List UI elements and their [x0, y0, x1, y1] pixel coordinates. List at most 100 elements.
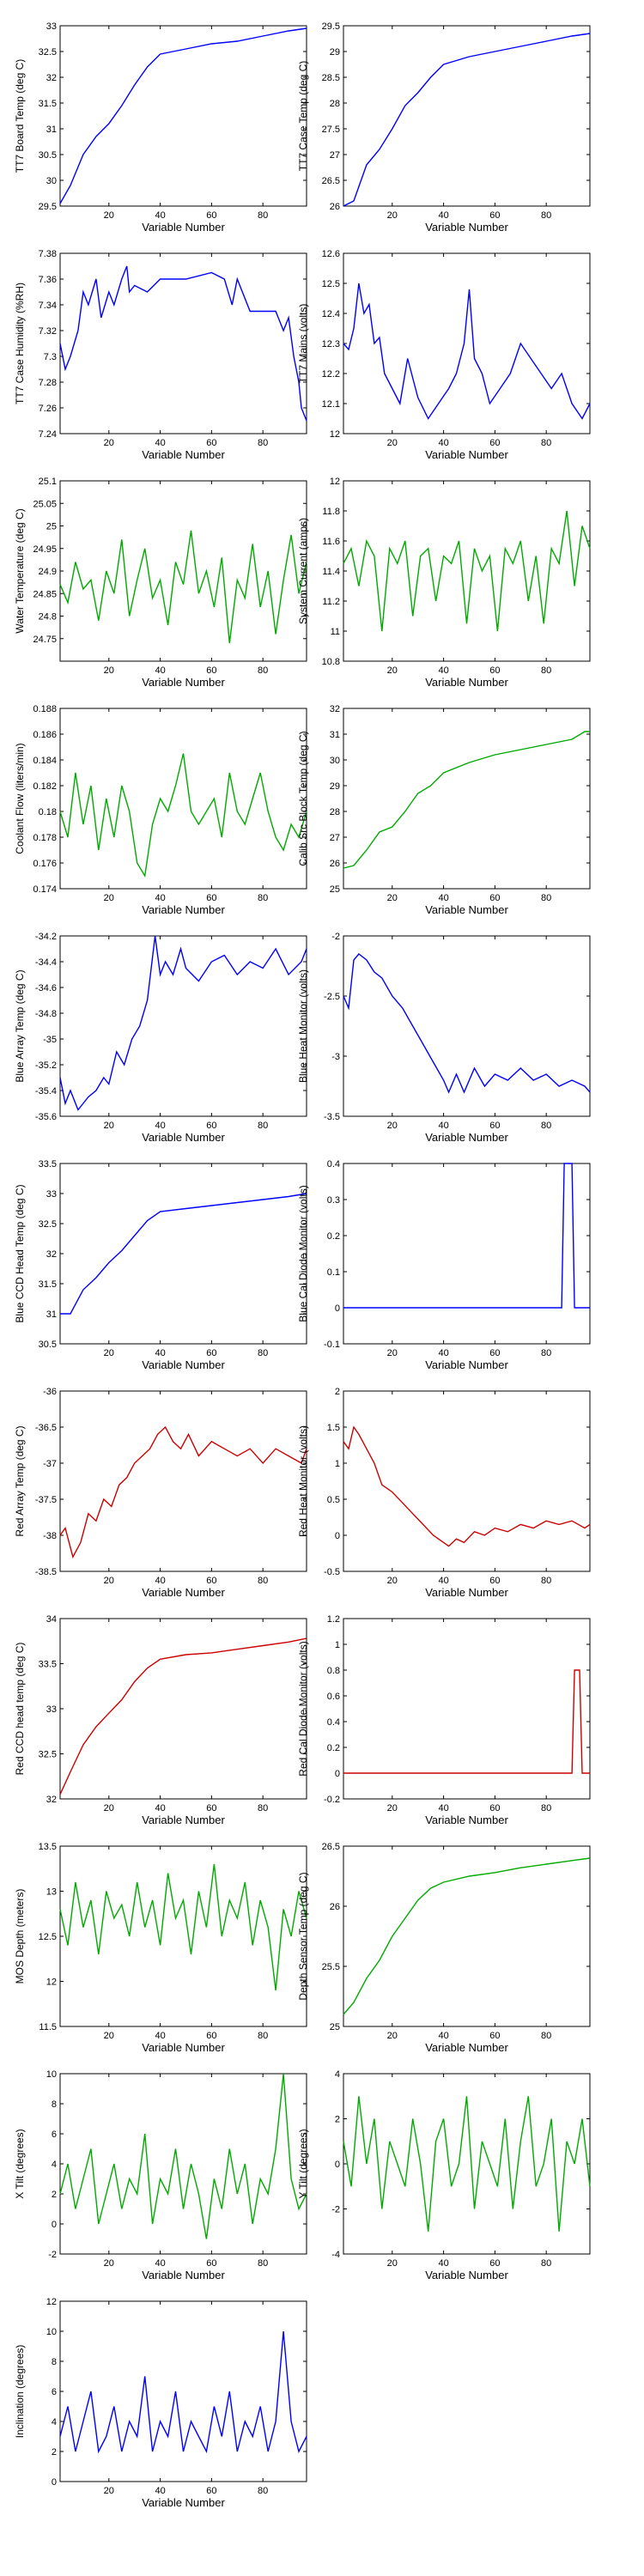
y-tick-label: 33 — [46, 1189, 57, 1200]
series-line — [343, 283, 591, 420]
x-tick-label: 60 — [206, 438, 216, 448]
y-tick-label: -2 — [331, 932, 340, 942]
y-axis-label: Red Cal Diode Monitor (volts) — [297, 1641, 309, 1776]
y-tick-label: 7.24 — [39, 429, 57, 440]
plot-frame — [59, 25, 307, 207]
y-tick-label: 11.6 — [322, 537, 340, 547]
y-tick-label: 0.18 — [39, 807, 57, 817]
chart-panel-8: 25 26 27 28 29 30 31 32 20 40 60 80 Variable Number C… — [297, 704, 591, 916]
y-tick-label: 26 — [330, 859, 340, 869]
y-tick-label: 26.5 — [322, 176, 340, 186]
y-tick-label: 27 — [330, 150, 340, 161]
x-tick-label: 80 — [258, 210, 268, 221]
y-tick-label: -35 — [43, 1035, 57, 1045]
y-tick-label: 29 — [330, 781, 340, 792]
plot-frame — [343, 25, 591, 207]
x-tick-label: 80 — [541, 210, 551, 221]
x-tick-label: 60 — [206, 2031, 216, 2041]
y-tick-label: 10.8 — [322, 657, 340, 667]
y-tick-label: -2.5 — [324, 992, 340, 1002]
x-tick-label: 40 — [155, 1803, 165, 1814]
series-line — [343, 1425, 591, 1547]
series-line — [343, 1857, 591, 2015]
y-tick-label: 31 — [46, 125, 57, 135]
y-tick-label: 8 — [52, 2099, 57, 2110]
y-tick-label: -38.5 — [35, 1567, 57, 1577]
x-axis-label: Variable Number — [425, 2041, 508, 2054]
x-tick-label: 60 — [489, 893, 500, 903]
y-tick-label: 11 — [331, 627, 340, 637]
x-tick-label: 40 — [438, 1803, 448, 1814]
y-tick-label: 24.8 — [39, 612, 57, 623]
x-axis-label: Variable Number — [142, 2496, 225, 2509]
x-axis-label: Variable Number — [425, 1358, 508, 1371]
y-tick-label: 31.5 — [39, 1279, 57, 1290]
y-axis-label: Coolant Flow (liters/min) — [14, 743, 26, 854]
chart-panel-16: -0.2 0 0.2 0.4 0.6 0.8 1 1.2 20 40 60 80 Variable Nu… — [297, 1614, 591, 1826]
y-tick-label: 0 — [52, 2477, 57, 2488]
y-tick-label: 24.85 — [33, 589, 57, 599]
y-tick-label: 0.4 — [327, 1717, 340, 1728]
x-tick-label: 60 — [206, 1121, 216, 1131]
y-axis-label: Blue Heat Monitor (volts) — [297, 969, 309, 1083]
y-tick-label: 12.5 — [39, 1932, 57, 1942]
x-axis-label: Variable Number — [425, 676, 508, 689]
x-axis-label: Variable Number — [425, 1814, 508, 1826]
y-tick-label: -0.1 — [324, 1340, 340, 1350]
y-tick-label: 30 — [330, 756, 340, 766]
y-axis-label: MOS Depth (meters) — [14, 1889, 26, 1984]
y-tick-label: 12.5 — [322, 279, 340, 289]
chart-panel-5: 24.75 24.8 24.85 24.9 24.95 25 25.05 25.1 20 40 60… — [14, 477, 307, 689]
y-tick-label: 0.8 — [327, 1666, 340, 1676]
x-axis-label: Variable Number — [142, 2041, 225, 2054]
y-tick-label: 0.176 — [33, 859, 57, 869]
y-tick-label: 0.178 — [33, 833, 57, 843]
x-tick-label: 40 — [155, 1576, 165, 1586]
x-tick-label: 80 — [258, 665, 268, 676]
x-tick-label: 20 — [104, 893, 114, 903]
x-tick-label: 40 — [438, 1576, 448, 1586]
y-tick-label: 29 — [330, 47, 340, 58]
series-line — [343, 1669, 590, 1774]
chart-panel-6: 10.8 11 11.2 11.4 11.6 11.8 12 20 40 60 80 Variable… — [297, 477, 591, 689]
y-tick-label: 12 — [46, 1978, 57, 1988]
x-tick-label: 20 — [387, 210, 398, 221]
x-tick-label: 60 — [206, 1803, 216, 1814]
chart-panel-17: 11.5 12 12.5 13 13.5 20 40 60 80 Variable Number M… — [14, 1842, 307, 2054]
x-tick-label: 60 — [206, 1348, 216, 1358]
x-tick-label: 20 — [387, 2258, 398, 2269]
y-tick-label: 0.2 — [327, 1743, 340, 1753]
x-tick-label: 40 — [438, 1121, 448, 1131]
x-axis-label: Variable Number — [142, 1586, 225, 1599]
y-tick-label: 26 — [330, 1902, 340, 1912]
x-tick-label: 20 — [104, 665, 114, 676]
x-axis-label: Variable Number — [142, 1358, 225, 1371]
x-tick-label: 80 — [541, 1576, 551, 1586]
x-tick-label: 40 — [438, 893, 448, 903]
x-tick-label: 40 — [438, 2031, 448, 2041]
x-tick-label: 40 — [155, 438, 165, 448]
x-tick-label: 20 — [104, 1121, 114, 1131]
x-tick-label: 60 — [489, 2031, 500, 2041]
x-tick-label: 80 — [541, 893, 551, 903]
y-axis-label: Red CCD head temp (deg C) — [14, 1643, 26, 1776]
y-tick-label: -36.5 — [35, 1423, 57, 1433]
x-tick-label: 80 — [258, 2258, 268, 2269]
x-tick-label: 20 — [104, 438, 114, 448]
y-axis-label: TT7 Mains (volts) — [297, 304, 309, 384]
y-tick-label: 7.38 — [39, 249, 57, 259]
y-axis-label: Blue CCD Head Temp (deg C) — [14, 1184, 26, 1322]
y-tick-label: 28 — [330, 807, 340, 817]
y-axis-label: X Tilt (degrees) — [14, 2129, 26, 2198]
chart-panel-10: -3.5 -3 -2.5 -2 20 40 60 80 Variable Number Blue … — [297, 932, 591, 1144]
y-tick-label: 33.5 — [39, 1159, 57, 1170]
y-tick-label: 7.26 — [39, 404, 57, 414]
x-tick-label: 60 — [206, 893, 216, 903]
x-tick-label: 40 — [155, 893, 165, 903]
x-tick-label: 40 — [155, 1348, 165, 1358]
plot-frame — [343, 1390, 591, 1572]
y-tick-label: -4 — [331, 2250, 340, 2260]
y-tick-label: 0.184 — [33, 756, 57, 766]
chart-panel-12: -0.1 0 0.1 0.2 0.3 0.4 20 40 60 80 Variable Number… — [297, 1159, 591, 1371]
y-tick-label: 27.5 — [322, 125, 340, 135]
